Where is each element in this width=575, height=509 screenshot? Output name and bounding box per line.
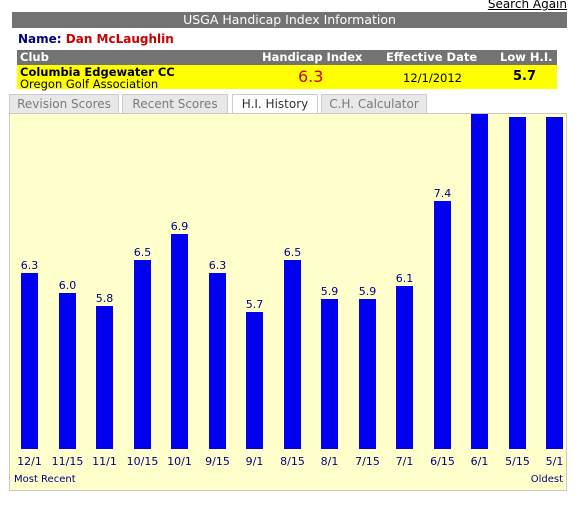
- chart-bar: [21, 273, 38, 449]
- most-recent-caption: Most Recent: [14, 474, 76, 485]
- x-tick-label: 7/15: [355, 455, 380, 468]
- col-effective-date: Effective Date: [386, 50, 478, 64]
- handicap-index-value: 6.3: [298, 67, 324, 86]
- chart-bar: [171, 234, 188, 449]
- golfer-name-row: Name: Dan McLaughlin: [18, 32, 174, 46]
- x-tick-label: 9/1: [246, 455, 264, 468]
- x-tick-label: 9/15: [205, 455, 230, 468]
- tab-recent-scores[interactable]: Recent Scores: [122, 94, 228, 114]
- chart-bar: [546, 117, 563, 449]
- x-tick-label: 10/1: [167, 455, 192, 468]
- x-tick-label: 6/15: [430, 455, 455, 468]
- tab-revision-scores[interactable]: Revision Scores: [9, 94, 119, 114]
- x-tick-label: 5/1: [546, 455, 564, 468]
- bar-value-label: 6.1: [396, 272, 414, 285]
- tab-ch-calculator[interactable]: C.H. Calculator: [321, 94, 427, 114]
- effective-date-value: 12/1/2012: [403, 71, 462, 85]
- bar-value-label: 5.7: [246, 298, 264, 311]
- bar-value-label: 8.7: [509, 114, 527, 116]
- bar-value-label: 6.9: [171, 220, 189, 233]
- search-again-link[interactable]: Search Again: [487, 0, 567, 11]
- bar-value-label: 8.7: [546, 114, 564, 116]
- bar-value-label: 6.5: [134, 246, 152, 259]
- chart-bar: [284, 260, 301, 449]
- association-name: Oregon Golf Association: [20, 77, 159, 91]
- x-tick-label: 6/1: [471, 455, 489, 468]
- x-tick-label: 12/1: [17, 455, 42, 468]
- col-club: Club: [20, 50, 49, 64]
- tab-hi-history[interactable]: H.I. History: [232, 94, 318, 115]
- table-header: Club Handicap Index Effective Date Low H…: [17, 50, 557, 65]
- oldest-caption: Oldest: [531, 474, 563, 485]
- chart-bar: [396, 286, 413, 449]
- golfer-name: Dan McLaughlin: [65, 32, 174, 46]
- x-tick-label: 7/1: [396, 455, 414, 468]
- bar-value-label: 6.0: [59, 279, 77, 292]
- x-tick-label: 11/1: [92, 455, 117, 468]
- table-row: Columbia Edgewater CC Oregon Golf Associ…: [17, 65, 557, 91]
- club-name: Columbia Edgewater CC: [20, 65, 175, 79]
- col-low-hi: Low H.I.: [500, 50, 553, 64]
- chart-bar: [59, 293, 76, 449]
- bar-value-label: 6.3: [209, 259, 227, 272]
- chart-bar: [509, 117, 526, 449]
- chart-bar: [434, 201, 451, 449]
- x-tick-label: 5/15: [505, 455, 530, 468]
- x-tick-label: 8/1: [321, 455, 339, 468]
- page-title: USGA Handicap Index Information: [12, 12, 567, 28]
- chart-bar: [96, 306, 113, 449]
- hi-history-chart: 6.3 12/1 6.0 11/15 5.8 11/1 6.5 10/15 6.9 10/1 6.3…: [14, 114, 564, 485]
- x-tick-label: 8/15: [280, 455, 305, 468]
- x-tick-label: 11/15: [52, 455, 84, 468]
- bar-value-label: 5.8: [96, 292, 114, 305]
- bar-value-label: 7.4: [434, 187, 452, 200]
- bar-value-label: 5.9: [321, 285, 339, 298]
- low-hi-value: 5.7: [513, 69, 537, 84]
- chart-bar: [321, 299, 338, 449]
- chart-bar: [134, 260, 151, 449]
- chart-bar: [471, 114, 488, 449]
- bar-value-label: 6.3: [21, 259, 39, 272]
- chart-bar: [359, 299, 376, 449]
- x-tick-label: 10/15: [127, 455, 159, 468]
- chart-bar: [246, 312, 263, 449]
- chart-bar: [209, 273, 226, 449]
- bar-value-label: 5.9: [359, 285, 377, 298]
- bar-value-label: 6.5: [284, 246, 302, 259]
- col-handicap-index: Handicap Index: [262, 50, 363, 64]
- name-label: Name:: [18, 32, 62, 46]
- hi-history-chart-panel: 6.3 12/1 6.0 11/15 5.8 11/1 6.5 10/15 6.9 10/1 6.3…: [9, 113, 567, 491]
